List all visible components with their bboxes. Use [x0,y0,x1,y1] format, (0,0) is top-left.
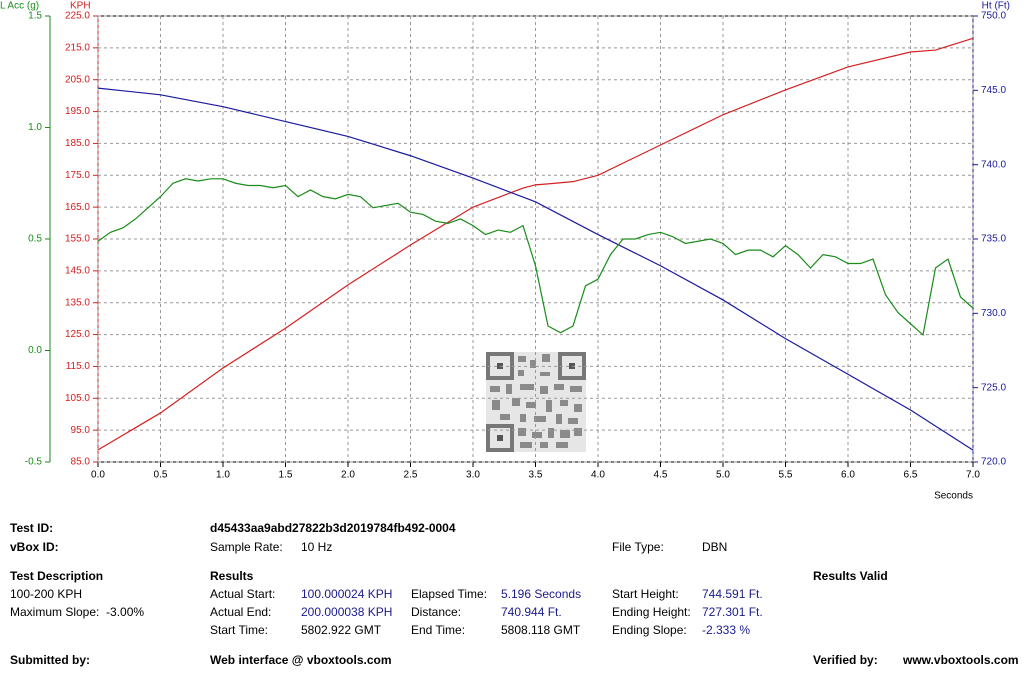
value: 100-200 KPH [10,587,83,601]
label: Elapsed Time: [411,587,488,601]
y-tick-label: 225.0 [65,11,90,22]
label: Distance: [411,605,462,619]
label: Actual Start: [210,587,276,601]
y-tick-label: 165.0 [65,202,90,213]
value: 744.591 Ft. [702,587,763,601]
y-tick-label: 205.0 [65,74,90,85]
x-tick-label: 1.5 [279,470,293,481]
value: 5808.118 GMT [501,623,581,637]
y-tick-label: 725.0 [981,382,1006,393]
y-tick-label: 155.0 [65,234,90,245]
y-tick-label: 0.5 [28,234,42,245]
qr-code [486,352,586,452]
x-tick-label: 6.0 [841,470,855,481]
y-tick-label: 740.0 [981,159,1006,170]
x-tick-label: 1.0 [216,470,230,481]
y-tick-label: 105.0 [65,393,90,404]
series-line [97,37,974,451]
y-tick-label: 745.0 [981,85,1006,96]
value: 740.944 Ft. [501,605,562,619]
x-tick-label: 6.5 [904,470,918,481]
x-tick-label: 5.0 [716,470,730,481]
y-tick-label: 85.0 [71,457,91,468]
series-line [97,87,974,451]
x-tick-label: 3.5 [529,470,543,481]
y-tick-label: 735.0 [981,234,1006,245]
y-tick-label: 195.0 [65,106,90,117]
value: 10 Hz [301,540,333,554]
y-tick-label: 175.0 [65,170,90,181]
y-tick-label: -0.5 [25,457,43,468]
value: DBN [702,540,728,554]
ht-axis-title: Ht (Ft) [982,1,1010,12]
y-tick-label: 215.0 [65,42,90,53]
series-line [97,178,974,337]
label: Start Time: [210,623,269,637]
y-tick-label: 95.0 [71,425,91,436]
x-tick-label: 2.5 [404,470,418,481]
label: End Time: [411,623,466,637]
value: 727.301 Ft. [702,605,763,619]
value: www.vboxtools.com [903,653,1019,667]
y-tick-label: 0.0 [28,345,42,356]
label: Verified by: [813,653,878,667]
heading: Results [210,569,254,583]
label: Actual End: [210,605,272,619]
y-tick-label: 115.0 [66,361,91,372]
y-tick-label: 135.0 [65,297,90,308]
x-tick-label: 0.0 [91,470,105,481]
y-tick-label: 730.0 [981,308,1006,319]
x-tick-label: 4.0 [591,470,605,481]
x-tick-label: 4.5 [654,470,668,481]
value: 5.196 Seconds [501,587,582,601]
value: 5802.922 GMT [301,623,382,637]
heading: Results Valid [813,569,888,583]
value: d45433aa9abd27822b3d2019784fb492-0004 [210,521,456,535]
x-tick-label: 0.5 [154,470,168,481]
label: Ending Height: [612,605,691,619]
y-tick-label: 185.0 [65,138,90,149]
label: vBox ID: [10,540,59,554]
acc-axis-title: L Acc (g) [0,1,39,12]
label: Start Height: [612,587,679,601]
x-axis-title: Seconds [934,491,973,502]
x-tick-label: 2.0 [341,470,355,481]
value: 100.000024 KPH [301,587,393,601]
x-tick-label: 3.0 [466,470,480,481]
y-tick-label: 125.0 [65,329,90,340]
value: Maximum Slope: -3.00% [10,605,145,619]
y-tick-label: 1.5 [28,11,42,22]
label: Sample Rate: [210,540,283,554]
y-tick-label: 720.0 [981,457,1006,468]
x-tick-label: 7.0 [966,470,980,481]
label: File Type: [612,540,664,554]
y-tick-label: 145.0 [65,265,90,276]
label: Test ID: [10,521,54,535]
value: 200.000038 KPH [301,605,393,619]
x-tick-label: 5.5 [779,470,793,481]
value: Web interface @ vboxtools.com [210,653,392,667]
heading: Test Description [10,569,104,583]
label: Ending Slope: [612,623,687,637]
value: -2.333 % [702,623,751,637]
y-tick-label: 750.0 [981,11,1006,22]
label: Submitted by: [10,653,90,667]
kph-axis-title: KPH [70,1,91,12]
y-tick-label: 1.0 [28,122,42,133]
